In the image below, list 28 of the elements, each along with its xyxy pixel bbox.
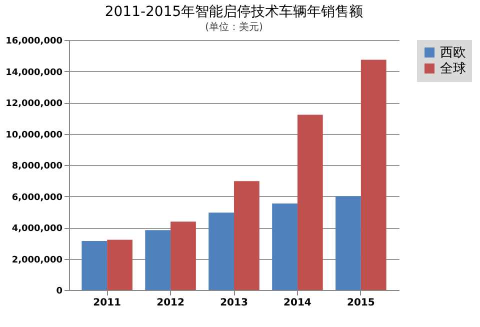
bar: [145, 230, 171, 290]
bar: [336, 196, 361, 290]
bar: [234, 181, 260, 290]
x-tick-label: 2014: [284, 298, 312, 308]
bar: [107, 240, 132, 290]
bar: [82, 240, 108, 290]
y-tick-label: 6,000,000: [12, 192, 62, 203]
x-tick-label: 2013: [220, 298, 248, 308]
legend-label: 全球: [440, 62, 466, 76]
y-tick-label: 0: [56, 286, 62, 296]
bar: [208, 212, 234, 290]
bar: [297, 114, 323, 290]
legend-label: 西欧: [440, 46, 466, 60]
y-tick-label: 2,000,000: [12, 255, 62, 266]
y-tick-label: 16,000,000: [6, 36, 62, 46]
text: (单位：美元): [205, 21, 263, 33]
bar: [272, 203, 298, 290]
y-tick-label: 8,000,000: [12, 162, 62, 172]
x-tick-label: 2015: [347, 298, 375, 308]
y-tick-label: 10,000,000: [6, 130, 62, 140]
bar: [170, 222, 196, 290]
y-tick-label: 4,000,000: [12, 224, 62, 234]
bar: [360, 60, 386, 290]
y-tick-label: 12,000,000: [6, 99, 62, 109]
x-tick-label: 2011: [93, 298, 122, 308]
y-tick-label: 14,000,000: [6, 68, 62, 78]
x-tick-label: 2012: [156, 298, 184, 308]
chart-title: 2011-2015年智能启停技术车辆年销售额: [104, 4, 364, 20]
